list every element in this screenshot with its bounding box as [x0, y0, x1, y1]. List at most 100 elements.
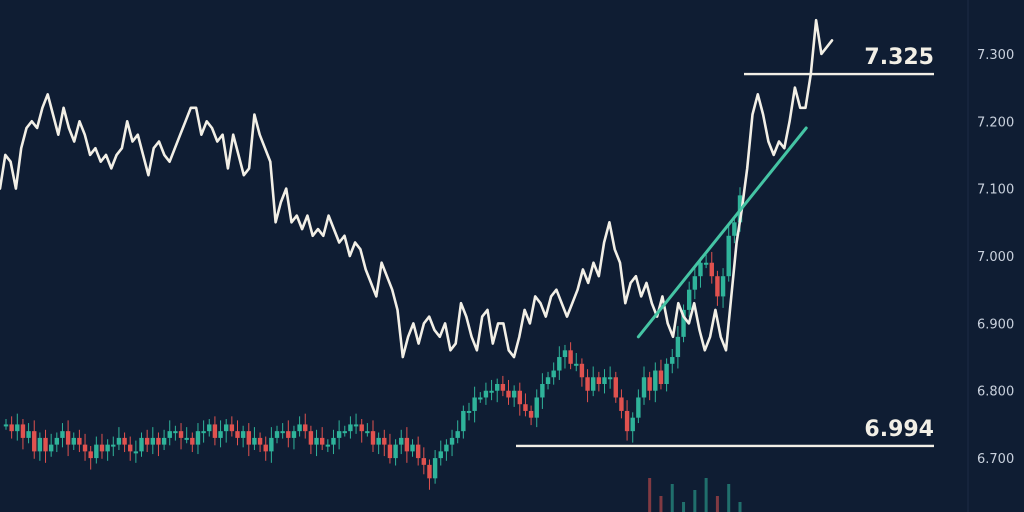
candle [393, 439, 398, 466]
candle [184, 427, 189, 444]
candle [133, 440, 139, 463]
candle-body [478, 397, 483, 400]
candle-body [675, 336, 681, 358]
candle [692, 265, 698, 300]
candle [224, 419, 229, 443]
candle-body [613, 377, 618, 398]
candle [359, 419, 364, 443]
candle-body [568, 350, 573, 364]
candle [466, 402, 472, 421]
candle-body [184, 437, 189, 440]
candle-body [686, 289, 692, 310]
candle [449, 429, 455, 457]
candle [461, 405, 466, 439]
candle [3, 419, 9, 430]
y-axis: 6.700 6.800 6.900 7.000 7.100 7.200 7.300 [977, 48, 1014, 467]
candle [489, 379, 494, 401]
candle-body [150, 437, 155, 445]
y-tick-label: 7.000 [977, 250, 1014, 265]
candle [427, 459, 432, 490]
candle-body [427, 464, 432, 479]
candle-body [88, 451, 93, 459]
candle [77, 429, 82, 453]
candle-body [444, 444, 449, 452]
candle-body [71, 437, 76, 445]
candle [387, 433, 393, 464]
candle [658, 359, 664, 390]
candle-body [432, 458, 438, 479]
candle-body [506, 390, 511, 398]
price-level: 6.994 [516, 417, 934, 448]
volume-bar [670, 484, 674, 512]
candle [506, 379, 511, 405]
candle-body [466, 410, 472, 413]
candle [342, 425, 347, 437]
candle-body [353, 424, 359, 427]
candle-body [325, 444, 331, 447]
candle-body [99, 444, 105, 452]
candle [613, 371, 618, 403]
candle-body [653, 370, 658, 391]
candle [438, 440, 443, 466]
candle [99, 433, 105, 459]
candle-body [15, 424, 20, 432]
candle [195, 423, 201, 455]
candle [201, 420, 206, 443]
candle-body [54, 437, 60, 445]
price-line-series [0, 18, 834, 359]
candle-body [269, 437, 274, 452]
candle-body [280, 431, 285, 434]
candle-body [483, 390, 489, 398]
candle [528, 405, 534, 426]
candle-body [229, 424, 235, 432]
candle-body [178, 431, 184, 438]
candle-body [32, 431, 37, 452]
candle-body [545, 377, 551, 384]
candle [325, 439, 331, 453]
candle [664, 358, 669, 392]
candle-body [726, 235, 731, 277]
candle-body [139, 437, 144, 452]
candle [336, 420, 342, 450]
candle-body [557, 357, 562, 371]
candle [557, 346, 562, 380]
candle [585, 369, 590, 403]
candle-body [37, 437, 43, 452]
candle-body [574, 363, 579, 366]
candle-body [342, 431, 347, 434]
candle-body [263, 444, 268, 452]
candle [636, 389, 641, 424]
volume-bar [704, 478, 708, 512]
y-tick-label: 7.300 [977, 48, 1014, 63]
candle-body [167, 431, 172, 438]
candle [726, 225, 731, 282]
candle-body [489, 390, 494, 393]
candle-body [65, 431, 71, 445]
candle-body [449, 437, 455, 445]
candle-body [122, 437, 127, 445]
candle [15, 413, 20, 441]
candle-body [161, 437, 167, 445]
candle-body [314, 437, 319, 445]
candle-body [128, 444, 133, 452]
candle-body [647, 377, 652, 391]
candle [246, 423, 251, 457]
candle [60, 423, 65, 448]
candle [720, 268, 726, 308]
y-tick-label: 6.900 [977, 317, 1014, 332]
candle-body [359, 424, 364, 432]
candle [20, 419, 26, 450]
candle-body [641, 377, 647, 398]
candle-body [252, 437, 257, 445]
candle-body [116, 437, 122, 445]
candle-body [94, 444, 99, 459]
volume-bar [648, 478, 652, 512]
candle [574, 353, 579, 372]
candle-body [410, 444, 415, 452]
candle-body [715, 276, 720, 297]
candle-body [382, 437, 387, 445]
candle [156, 432, 161, 457]
candle [703, 254, 709, 269]
price-level: 7.325 [744, 45, 934, 76]
